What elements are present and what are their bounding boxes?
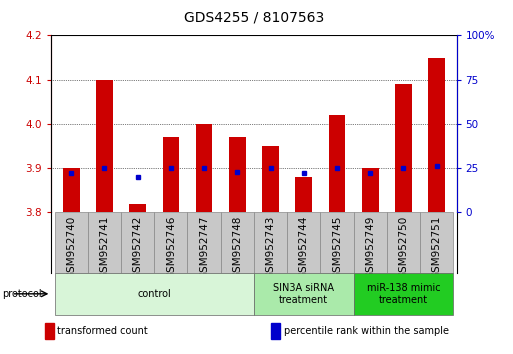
Text: SIN3A siRNA
treatment: SIN3A siRNA treatment xyxy=(273,283,334,305)
Text: GSM952750: GSM952750 xyxy=(399,215,408,279)
Bar xyxy=(262,146,279,212)
Bar xyxy=(362,168,379,212)
Bar xyxy=(121,212,154,273)
Text: GSM952751: GSM952751 xyxy=(431,215,442,279)
Text: GDS4255 / 8107563: GDS4255 / 8107563 xyxy=(184,11,324,25)
Text: transformed count: transformed count xyxy=(57,326,148,336)
Bar xyxy=(353,212,387,273)
Bar xyxy=(428,57,445,212)
Bar xyxy=(187,212,221,273)
Bar xyxy=(45,323,53,339)
Text: GSM952742: GSM952742 xyxy=(133,215,143,279)
Bar xyxy=(129,204,146,212)
Text: GSM952741: GSM952741 xyxy=(100,215,109,279)
Text: GSM952748: GSM952748 xyxy=(232,215,242,279)
Bar xyxy=(271,323,280,339)
Text: miR-138 mimic
treatment: miR-138 mimic treatment xyxy=(367,283,440,305)
Text: GSM952747: GSM952747 xyxy=(199,215,209,279)
Text: GSM952744: GSM952744 xyxy=(299,215,309,279)
Bar xyxy=(54,273,254,315)
Bar xyxy=(63,168,80,212)
Bar xyxy=(329,115,345,212)
Bar xyxy=(395,84,412,212)
Bar xyxy=(154,212,187,273)
Bar xyxy=(54,212,88,273)
Bar xyxy=(321,212,353,273)
Bar xyxy=(387,212,420,273)
Bar xyxy=(229,137,246,212)
Bar xyxy=(287,212,321,273)
Text: GSM952746: GSM952746 xyxy=(166,215,176,279)
Bar xyxy=(254,273,353,315)
Text: GSM952745: GSM952745 xyxy=(332,215,342,279)
Text: control: control xyxy=(137,289,171,299)
Bar xyxy=(96,80,113,212)
Bar xyxy=(88,212,121,273)
Bar xyxy=(353,273,453,315)
Bar xyxy=(295,177,312,212)
Bar xyxy=(221,212,254,273)
Bar xyxy=(420,212,453,273)
Text: protocol: protocol xyxy=(3,289,42,299)
Bar xyxy=(254,212,287,273)
Text: GSM952743: GSM952743 xyxy=(266,215,275,279)
Text: percentile rank within the sample: percentile rank within the sample xyxy=(284,326,448,336)
Bar xyxy=(196,124,212,212)
Bar xyxy=(163,137,179,212)
Text: GSM952740: GSM952740 xyxy=(66,215,76,279)
Text: GSM952749: GSM952749 xyxy=(365,215,375,279)
